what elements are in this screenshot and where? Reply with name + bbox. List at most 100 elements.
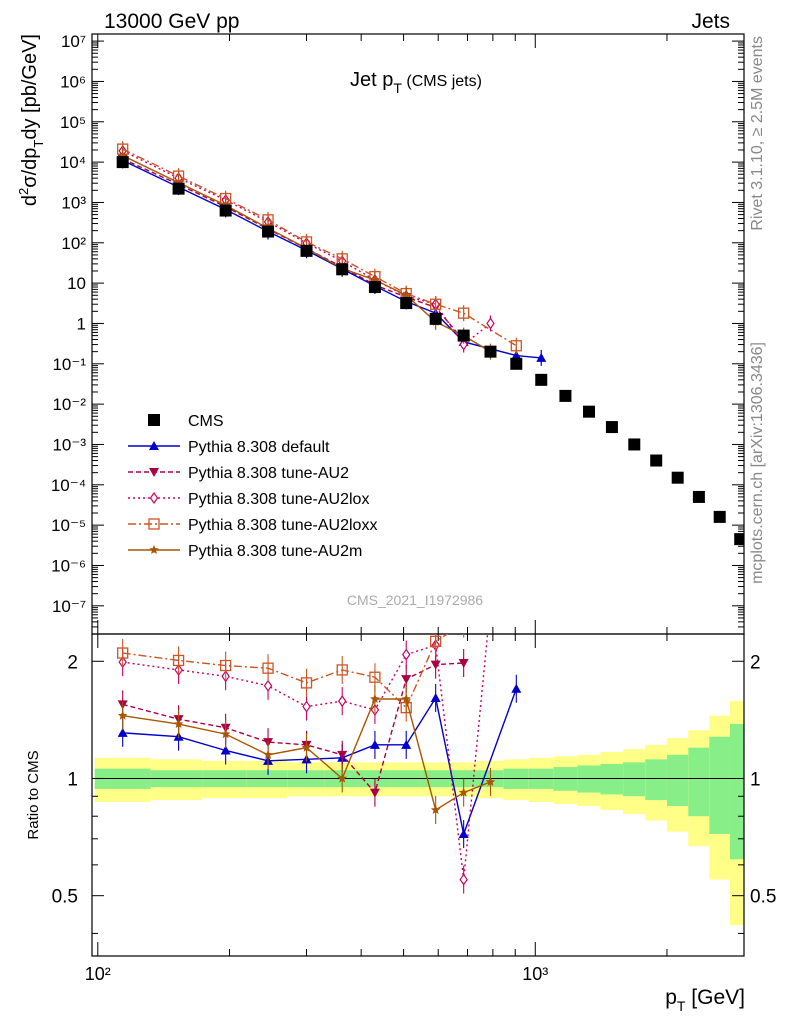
marker-triangle-down — [430, 660, 441, 670]
ratio-tick-label: 1 — [67, 769, 78, 790]
marker-square-open — [300, 677, 313, 689]
cms-data-point — [116, 156, 129, 169]
marker-diamond — [487, 599, 494, 609]
marker-square-open — [148, 518, 160, 530]
plot-title-rest: (CMS jets) — [402, 73, 482, 90]
y-tick-label: 10⁷ — [61, 32, 86, 51]
marker-triangle-down — [337, 750, 348, 760]
ratio-band-green — [623, 762, 646, 797]
side-text-bottom: mcplots.cern.ch [arXiv:1306.3436] — [749, 342, 766, 584]
marker-star — [337, 773, 347, 783]
marker-star — [149, 545, 159, 555]
marker-square-open — [336, 664, 348, 676]
header-left: 13000 GeV pp — [104, 10, 239, 33]
marker-diamond — [459, 873, 468, 886]
cms-data-point — [400, 297, 413, 310]
main-series-layer — [116, 141, 744, 546]
watermark: CMS_2021_I1972986 — [347, 592, 483, 608]
ratio-tick-label: 0.5 — [52, 887, 78, 908]
ratio-tick-label: 0.5 — [750, 887, 776, 908]
cms-data-point — [484, 345, 497, 358]
main-ylabel: d2σ/dpTdy [pb/GeV] — [16, 34, 46, 206]
y-tick-label: 10² — [61, 234, 86, 253]
marker-triangle-up — [117, 727, 128, 737]
ratio-band-green — [688, 747, 710, 817]
marker-triangle-up — [511, 350, 522, 360]
ratio-ylabel: Ratio to CMS — [25, 750, 42, 839]
marker-diamond — [337, 695, 347, 708]
y-tick-label: 10⁻⁷ — [52, 597, 86, 616]
legend-item-0: CMS — [148, 413, 224, 430]
cms-data-point — [734, 533, 744, 546]
cms-data-point — [172, 182, 185, 195]
legend-item-3: Pythia 8.308 tune-AU2lox — [128, 491, 369, 508]
cms-data-point — [671, 471, 684, 484]
ratio-tick-label: 2 — [750, 652, 761, 673]
ratio-series-3 — [117, 634, 465, 722]
marker-triangle-up — [536, 352, 547, 362]
legend-label: Pythia 8.308 tune-AU2loxx — [188, 517, 377, 534]
marker-triangle-down — [458, 658, 469, 668]
marker-triangle-down — [149, 468, 159, 477]
y-tick-label: 10⁴ — [60, 153, 86, 172]
y-tick-label: 10⁻² — [52, 395, 86, 414]
marker-triangle-down — [401, 675, 412, 685]
marker-star — [458, 787, 469, 797]
marker-star — [263, 749, 273, 759]
marker-triangle-up — [149, 441, 159, 450]
y-tick-label: 10⁵ — [60, 113, 86, 132]
marker-square-open — [262, 662, 274, 674]
cms-data-point — [300, 244, 313, 257]
cms-data-point — [368, 281, 381, 294]
marker-star — [370, 694, 380, 704]
ratio-band-green — [577, 765, 601, 793]
marker-square-open — [458, 307, 470, 319]
ratio-frame — [91, 633, 745, 957]
y-tick-label: 1 — [77, 314, 86, 333]
series-line — [122, 159, 542, 359]
cms-data-point — [535, 373, 548, 386]
cms-data-point — [559, 389, 572, 402]
y-tick-label: 10⁻⁴ — [51, 476, 86, 495]
y-tick-label: 10 — [67, 274, 86, 293]
marker-star — [485, 776, 496, 786]
plot-title-main: Jet p — [350, 69, 393, 91]
cms-data-point — [336, 263, 349, 276]
series-1 — [117, 150, 469, 349]
legend-label: CMS — [188, 413, 224, 430]
marker-triangle-up — [369, 739, 380, 749]
legend-label: Pythia 8.308 tune-AU2 — [188, 465, 349, 482]
marker-triangle-up — [458, 829, 469, 839]
marker-square-open — [369, 671, 381, 683]
marker-diamond — [263, 679, 273, 692]
legend-label: Pythia 8.308 tune-AU2lox — [188, 491, 369, 508]
cms-data-point — [605, 421, 618, 434]
legend-label: Pythia 8.308 tune-AU2m — [188, 543, 362, 560]
marker-star — [117, 710, 128, 720]
marker-triangle-down — [369, 788, 380, 798]
plot-title-sub: T — [393, 80, 402, 96]
legend-label: Pythia 8.308 default — [188, 439, 330, 456]
marker-triangle-up — [511, 683, 522, 693]
marker-star — [220, 729, 231, 739]
cms-data-point — [429, 312, 442, 325]
main-plot: 10⁻⁷ 10⁻⁶ 10⁻⁵ 10⁻⁴ 10⁻³ 10⁻² 10⁻¹ 1 10 10² 10³ 10⁴… — [51, 32, 745, 635]
marker-diamond — [302, 700, 311, 713]
marker-star — [301, 742, 312, 752]
y-tick-label: 10⁻⁵ — [51, 516, 86, 535]
y-tick-label: 10⁻³ — [52, 435, 86, 454]
ratio-band-green — [729, 724, 744, 860]
marker-square-open — [219, 659, 232, 672]
ratio-band-green — [709, 736, 730, 835]
cms-data-point — [510, 357, 523, 370]
y-tick-label: 10⁻⁶ — [51, 556, 86, 575]
cms-data-point — [219, 204, 232, 217]
series-3 — [117, 141, 522, 354]
plot-title: Jet pT (CMS jets) — [350, 69, 482, 96]
ratio-band-green — [645, 759, 667, 801]
marker-square-open — [430, 298, 442, 310]
marker-square-open — [430, 635, 442, 648]
ratio-band-green — [666, 754, 689, 806]
legend-item-2: Pythia 8.308 tune-AU2 — [128, 465, 349, 482]
